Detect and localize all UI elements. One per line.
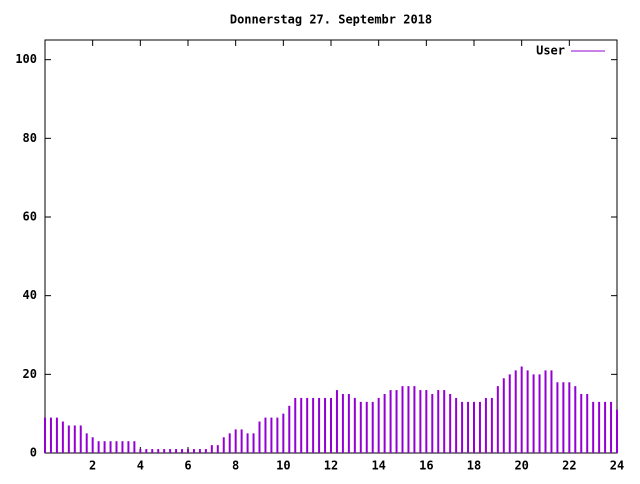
y-tick-label: 100 bbox=[15, 52, 37, 66]
x-tick-label: 12 bbox=[324, 459, 338, 473]
x-tick-label: 18 bbox=[467, 459, 481, 473]
y-tick-label: 80 bbox=[23, 131, 37, 145]
x-tick-label: 8 bbox=[232, 459, 239, 473]
x-tick-label: 2 bbox=[89, 459, 96, 473]
y-tick-label: 0 bbox=[30, 446, 37, 460]
x-tick-label: 14 bbox=[371, 459, 385, 473]
chart-title: Donnerstag 27. Septembr 2018 bbox=[230, 13, 432, 27]
x-tick-label: 10 bbox=[276, 459, 290, 473]
y-tick-label: 60 bbox=[23, 210, 37, 224]
plot-frame bbox=[44, 39, 618, 454]
x-tick-label: 24 bbox=[610, 459, 624, 473]
legend-label: User bbox=[536, 44, 565, 58]
x-tick-label: 22 bbox=[562, 459, 576, 473]
x-tick-label: 4 bbox=[137, 459, 144, 473]
x-tick-label: 20 bbox=[514, 459, 528, 473]
y-tick-label: 40 bbox=[23, 288, 37, 302]
x-tick-label: 16 bbox=[419, 459, 433, 473]
y-tick-label: 20 bbox=[23, 367, 37, 381]
x-tick-label: 6 bbox=[184, 459, 191, 473]
